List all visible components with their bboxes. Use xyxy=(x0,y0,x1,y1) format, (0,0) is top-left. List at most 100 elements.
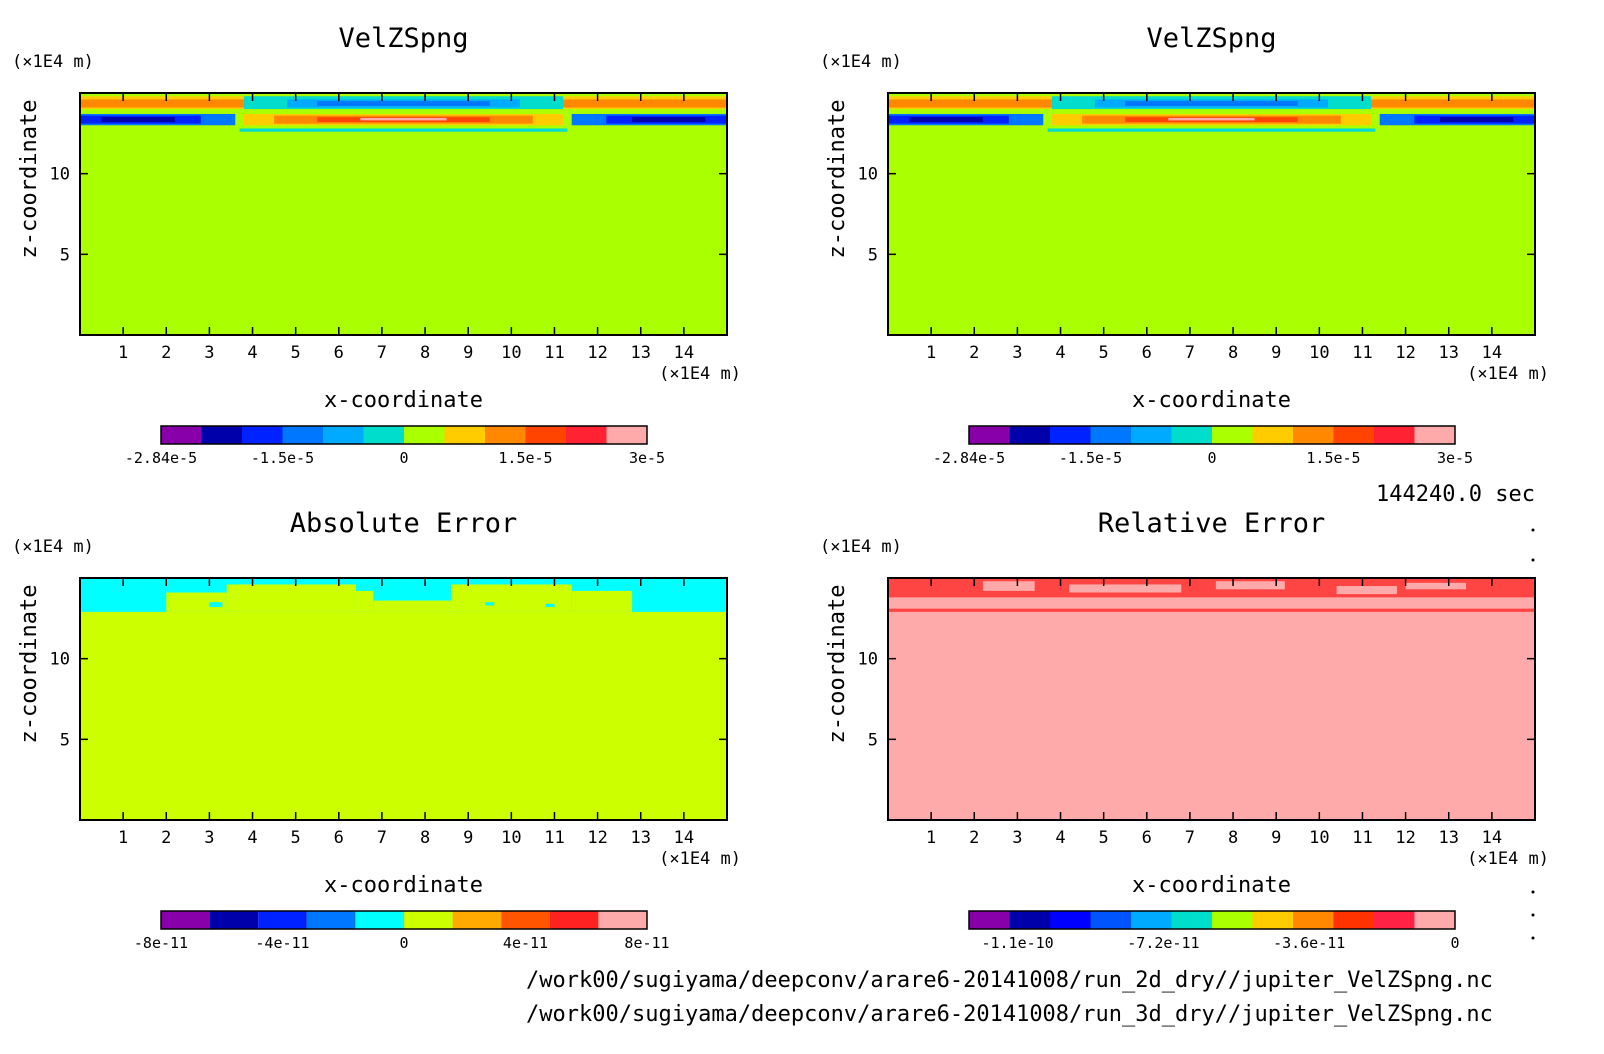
panel-4-colorbar-swatch-4 xyxy=(1090,911,1131,929)
panel-1-x-tick-label-14: 14 xyxy=(674,343,694,363)
panel-2-contour-region-7 xyxy=(888,109,1535,114)
panel-3-colorbar-swatch-8 xyxy=(501,911,550,929)
panel-1-x-tick-label-1: 1 xyxy=(118,343,128,363)
panel-1-colorbar-swatch-11 xyxy=(566,426,607,444)
panel-2-colorbar-swatch-12 xyxy=(1414,426,1455,444)
panel-1-colorbar-swatch-4 xyxy=(282,426,323,444)
panel-4-contour-region-4 xyxy=(1215,581,1285,590)
panel-4-x-tick-label-13: 13 xyxy=(1438,828,1458,848)
panel-1-x-tick-label-2: 2 xyxy=(161,343,171,363)
time-label: 144240.0 sec xyxy=(1376,482,1535,507)
panel-2-y-tick-label-10: 10 xyxy=(858,165,878,185)
marker-dot-4 xyxy=(1531,913,1535,917)
panel-1-x-tick-label-7: 7 xyxy=(377,343,387,363)
panel-3-colorbar-label-2: -4e-11 xyxy=(255,934,309,952)
panel-2-x-tick-label-2: 2 xyxy=(969,343,979,363)
panel-1-colorbar-label-1: -2.84e-5 xyxy=(125,449,197,467)
panel-3-colorbar-label-1: -8e-11 xyxy=(134,934,188,952)
panel-1-contour-region-7 xyxy=(80,109,727,114)
panel-2-contour-region-17 xyxy=(1168,118,1255,121)
panel-2-contour-region-6 xyxy=(1125,101,1298,106)
panel-1-contour-region-2 xyxy=(80,99,244,108)
panel-2-x-tick-label-11: 11 xyxy=(1352,343,1372,363)
panel-4-title: Relative Error xyxy=(1098,508,1326,539)
panel-2-colorbar-frame xyxy=(968,425,1456,445)
panel-1-title: VelZSpng xyxy=(338,23,468,54)
panel-4-contour-region-7 xyxy=(888,608,1535,612)
panel-2-contour-region-18 xyxy=(1047,128,1376,132)
panel-2-colorbar-label-2: -1.5e-5 xyxy=(1059,449,1122,467)
panel-1-x-tick-label-13: 13 xyxy=(630,343,650,363)
panel-2-colorbar-swatch-4 xyxy=(1090,426,1131,444)
panel-3-colorbar-swatch-10 xyxy=(598,911,647,929)
panel-1-colorbar-swatch-8 xyxy=(444,426,485,444)
panel-4-contour-region-2 xyxy=(982,581,1035,591)
panel-2-colorbar-swatch-10 xyxy=(1333,426,1374,444)
panel-3-y-axis-label: z-coordinate xyxy=(17,585,42,744)
panel-4-field-background xyxy=(888,578,1535,820)
panel-3-contour-region-8 xyxy=(209,602,223,608)
panel-4-colorbar-label-2: -7.2e-11 xyxy=(1127,934,1199,952)
panel-2-y-unit-label: (×1E4 m) xyxy=(820,52,902,72)
marker-dot-2 xyxy=(1531,558,1535,562)
panel-3-contour-region-5 xyxy=(450,584,572,612)
panel-1-colorbar-label-4: 1.5e-5 xyxy=(498,449,552,467)
panel-2-x-tick-label-5: 5 xyxy=(1099,343,1109,363)
panel-3-contour-region-4 xyxy=(356,590,374,612)
panel-2-colorbar-swatch-7 xyxy=(1212,426,1253,444)
panel-4-x-tick-label-11: 11 xyxy=(1352,828,1372,848)
panel-3-contour-region-6 xyxy=(571,590,633,612)
panel-2-y-axis-label: z-coordinate xyxy=(825,100,850,259)
panel-1-x-tick-label-3: 3 xyxy=(204,343,214,363)
panel-4-y-axis-label: z-coordinate xyxy=(825,585,850,744)
panel-2-colorbar-swatch-9 xyxy=(1293,426,1334,444)
panel-3-colorbar-swatch-2 xyxy=(209,911,259,929)
panel-3-title: Absolute Error xyxy=(290,508,518,539)
marker-dot-1 xyxy=(1531,528,1535,532)
panel-3-colorbar-swatch-4 xyxy=(306,911,356,929)
panel-4-y-tick-label-5: 5 xyxy=(868,730,878,750)
panel-3-y-tick-label-5: 5 xyxy=(60,730,70,750)
panel-1-contour-region-3 xyxy=(563,99,727,108)
panel-3-colorbar-swatch-3 xyxy=(258,911,307,929)
panel-2-title: VelZSpng xyxy=(1146,23,1276,54)
panel-1-contour-region-10 xyxy=(101,117,175,123)
panel-1-contour-region-18 xyxy=(239,128,568,132)
panel-4-contour-region-6 xyxy=(1405,582,1466,590)
panel-3-colorbar-swatch-1 xyxy=(161,911,210,929)
panel-3-x-tick-label-8: 8 xyxy=(420,828,430,848)
panel-4-x-tick-label-12: 12 xyxy=(1395,828,1415,848)
panel-1-colorbar-swatch-6 xyxy=(363,426,404,444)
panel-3-x-tick-label-12: 12 xyxy=(587,828,607,848)
panel-2-colorbar-label-3: 0 xyxy=(1207,449,1216,467)
panel-4-x-tick-label-6: 6 xyxy=(1142,828,1152,848)
panel-4-colorbar-swatch-9 xyxy=(1293,911,1334,929)
panel-2-x-tick-label-3: 3 xyxy=(1012,343,1022,363)
panel-3-x-tick-label-13: 13 xyxy=(630,828,650,848)
panel-2-colorbar-swatch-6 xyxy=(1171,426,1212,444)
panel-4-colorbar-swatch-7 xyxy=(1212,911,1253,929)
panel-3-y-tick-label-10: 10 xyxy=(50,650,70,670)
panel-3-x-tick-label-5: 5 xyxy=(291,828,301,848)
panel-3-colorbar-label-5: 8e-11 xyxy=(624,934,669,952)
panel-4-x-tick-label-8: 8 xyxy=(1228,828,1238,848)
panel-2-colorbar-swatch-2 xyxy=(1009,426,1050,444)
panel-1-colorbar-frame xyxy=(160,425,648,445)
panel-1-colorbar-label-3: 0 xyxy=(399,449,408,467)
panel-2-colorbar-label-4: 1.5e-5 xyxy=(1306,449,1360,467)
panel-3-field-background xyxy=(80,578,727,820)
panel-4-colorbar-label-3: -3.6e-11 xyxy=(1273,934,1345,952)
panel-1-x-tick-label-8: 8 xyxy=(420,343,430,363)
panel-4-colorbar-frame xyxy=(968,910,1456,930)
panel-4-contour-region-3 xyxy=(1069,584,1182,593)
panel-4-colorbar-swatch-5 xyxy=(1131,911,1172,929)
panel-4-colorbar-swatch-3 xyxy=(1050,911,1091,929)
panel-3-x-tick-label-9: 9 xyxy=(463,828,473,848)
panel-3-contour-region-9 xyxy=(485,602,495,606)
file-path-1: /work00/sugiyama/deepconv/arare6-2014100… xyxy=(526,968,1493,993)
panel-3-colorbar-frame xyxy=(160,910,648,930)
panel-3-x-tick-label-1: 1 xyxy=(118,828,128,848)
panel-2-colorbar-swatch-1 xyxy=(969,426,1010,444)
panel-2-contour-region-13 xyxy=(1440,117,1514,123)
